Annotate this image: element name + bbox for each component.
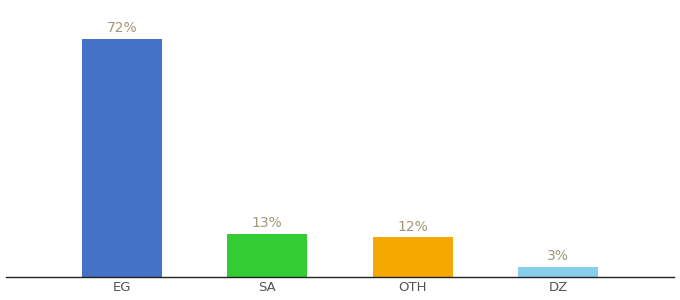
- Bar: [518, 267, 598, 277]
- Bar: [82, 39, 162, 277]
- Text: 13%: 13%: [252, 216, 283, 230]
- Bar: [227, 234, 307, 277]
- Text: 72%: 72%: [107, 21, 137, 35]
- Text: 12%: 12%: [397, 220, 428, 234]
- Bar: [373, 237, 453, 277]
- Text: 3%: 3%: [547, 249, 569, 263]
